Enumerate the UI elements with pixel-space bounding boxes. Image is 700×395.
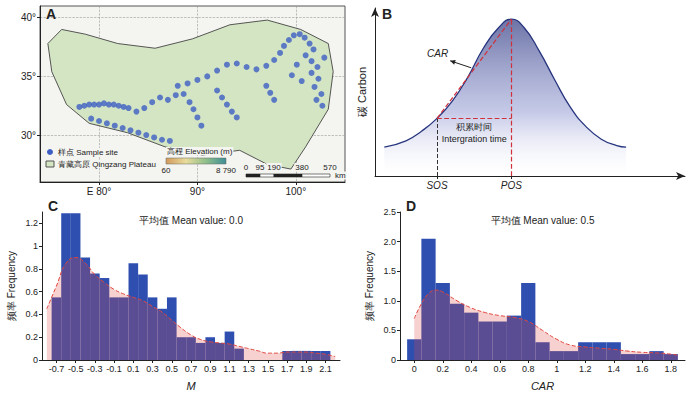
svg-text:8 790: 8 790 xyxy=(216,166,237,175)
svg-text:1.4: 1.4 xyxy=(607,364,620,374)
svg-text:0.2: 0.2 xyxy=(25,332,38,342)
svg-text:SOS: SOS xyxy=(426,180,447,191)
svg-text:0.3: 0.3 xyxy=(146,364,159,374)
svg-text:样点 Sample site: 样点 Sample site xyxy=(58,148,119,157)
svg-text:频率 Frequency: 频率 Frequency xyxy=(364,251,375,321)
svg-text:-0.7: -0.7 xyxy=(49,364,65,374)
svg-text:1.3: 1.3 xyxy=(242,364,255,374)
svg-text:1.5: 1.5 xyxy=(383,266,396,276)
svg-text:0.7: 0.7 xyxy=(185,364,198,374)
svg-text:1: 1 xyxy=(33,241,38,251)
svg-text:40°: 40° xyxy=(21,12,36,23)
svg-text:频率 Frequency: 频率 Frequency xyxy=(6,251,17,321)
svg-text:km: km xyxy=(335,171,346,180)
svg-text:-0.5: -0.5 xyxy=(68,364,84,374)
svg-text:青藏高原 Qingzang Plateau: 青藏高原 Qingzang Plateau xyxy=(58,160,156,169)
svg-text:1.7: 1.7 xyxy=(281,364,294,374)
svg-text:碳 Carbon: 碳 Carbon xyxy=(356,67,368,118)
svg-text:2.5: 2.5 xyxy=(383,207,396,217)
svg-text:190: 190 xyxy=(267,163,281,172)
svg-text:380: 380 xyxy=(295,163,309,172)
svg-text:0.5: 0.5 xyxy=(383,325,396,335)
svg-text:平均值 Mean value: 0.5: 平均值 Mean value: 0.5 xyxy=(491,215,595,226)
svg-text:B: B xyxy=(382,6,392,22)
svg-text:0.1: 0.1 xyxy=(127,364,140,374)
svg-text:0.6: 0.6 xyxy=(493,364,506,374)
svg-text:-0.1: -0.1 xyxy=(106,364,122,374)
svg-text:D: D xyxy=(406,198,416,214)
svg-text:0: 0 xyxy=(391,355,396,365)
svg-text:60: 60 xyxy=(162,166,171,175)
svg-text:1.6: 1.6 xyxy=(636,364,649,374)
svg-text:1.8: 1.8 xyxy=(664,364,677,374)
svg-text:A: A xyxy=(46,6,56,22)
svg-text:0.6: 0.6 xyxy=(25,287,38,297)
svg-text:1.9: 1.9 xyxy=(300,364,313,374)
svg-text:1.5: 1.5 xyxy=(262,364,275,374)
svg-text:-0.3: -0.3 xyxy=(87,364,103,374)
svg-text:95: 95 xyxy=(256,163,265,172)
svg-text:90°: 90° xyxy=(190,186,205,197)
svg-text:0: 0 xyxy=(244,163,249,172)
svg-text:M: M xyxy=(186,380,196,392)
svg-text:0.8: 0.8 xyxy=(25,264,38,274)
svg-text:35°: 35° xyxy=(21,71,36,82)
svg-text:2.0: 2.0 xyxy=(383,237,396,247)
svg-text:1.2: 1.2 xyxy=(579,364,592,374)
svg-text:2.1: 2.1 xyxy=(319,364,332,374)
svg-text:CAR: CAR xyxy=(531,380,554,392)
svg-text:0.9: 0.9 xyxy=(204,364,217,374)
svg-text:0.4: 0.4 xyxy=(465,364,478,374)
svg-text:高程 Elevation (m): 高程 Elevation (m) xyxy=(167,147,233,156)
svg-text:平均值 Mean value: 0.0: 平均值 Mean value: 0.0 xyxy=(139,215,243,226)
svg-text:C: C xyxy=(48,198,58,214)
svg-text:1.2: 1.2 xyxy=(25,218,38,228)
svg-text:E 80°: E 80° xyxy=(87,186,112,197)
svg-text:POS: POS xyxy=(501,180,522,191)
svg-text:0: 0 xyxy=(412,364,417,374)
svg-text:570: 570 xyxy=(323,162,337,172)
svg-text:0.5: 0.5 xyxy=(166,364,179,374)
svg-text:0.2: 0.2 xyxy=(436,364,449,374)
svg-text:30°: 30° xyxy=(21,130,36,141)
svg-text:0.8: 0.8 xyxy=(522,364,535,374)
svg-text:1: 1 xyxy=(554,364,559,374)
svg-text:1.1: 1.1 xyxy=(223,364,236,374)
svg-text:100°: 100° xyxy=(285,186,306,197)
svg-text:积累时间: 积累时间 xyxy=(456,122,492,132)
svg-text:Intergration time: Intergration time xyxy=(442,134,507,144)
svg-text:0.4: 0.4 xyxy=(25,309,38,319)
svg-text:1.0: 1.0 xyxy=(383,296,396,306)
svg-text:0: 0 xyxy=(33,355,38,365)
svg-text:CAR: CAR xyxy=(427,48,448,59)
